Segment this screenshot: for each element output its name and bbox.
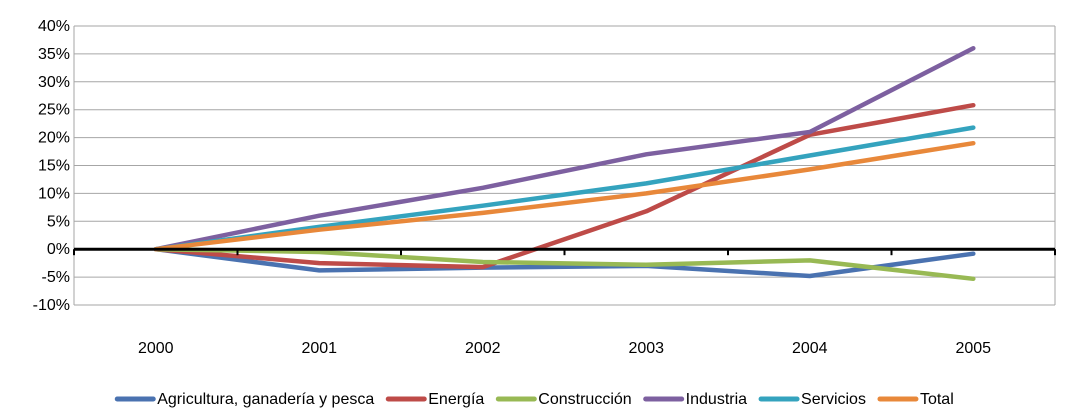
y-tick-label: 10% [38, 185, 70, 202]
y-tick-label: -10% [33, 297, 70, 314]
legend-label: Agricultura, ganadería y pesca [157, 391, 374, 408]
gridlines [73, 25, 1056, 306]
y-tick-label: 15% [38, 158, 70, 175]
x-tick-label: 2004 [792, 340, 828, 357]
y-tick-label: 0% [47, 241, 70, 258]
series-line [153, 246, 976, 282]
series-line [153, 246, 976, 279]
x-tick-label: 2001 [301, 340, 337, 357]
y-tick-label: 25% [38, 102, 70, 119]
y-tick-label: -5% [42, 269, 70, 286]
series-line [153, 102, 976, 270]
x-tick-label: 2002 [465, 340, 501, 357]
y-tick-label: 20% [38, 130, 70, 147]
x-tick-label: 2000 [138, 340, 174, 357]
zero-axis [73, 247, 1056, 256]
x-tick-label: 2005 [955, 340, 991, 357]
legend-label: Industria [686, 391, 747, 408]
y-tick-label: 40% [38, 18, 70, 35]
x-axis-ticks: 2000 2001 2002 2003 2004 2005 [138, 340, 991, 357]
legend-label: Energía [428, 391, 484, 408]
legend-label: Construcción [538, 391, 631, 408]
legend-label: Total [920, 391, 954, 408]
y-tick-label: 30% [38, 74, 70, 91]
legend-label: Servicios [801, 391, 866, 408]
y-tick-label: 5% [47, 213, 70, 230]
x-tick-label: 2003 [628, 340, 664, 357]
series-lines [153, 46, 976, 282]
series-line [153, 125, 976, 252]
series-line [153, 46, 976, 252]
y-tick-label: 35% [38, 46, 70, 63]
y-axis-ticks: -10% -5% 0% 5% 10% 15% 20% 25% 30% 35% 40% [33, 18, 70, 314]
series-line [153, 140, 976, 252]
legend: Agricultura, ganadería y pesca Energía Con… [114, 391, 954, 408]
